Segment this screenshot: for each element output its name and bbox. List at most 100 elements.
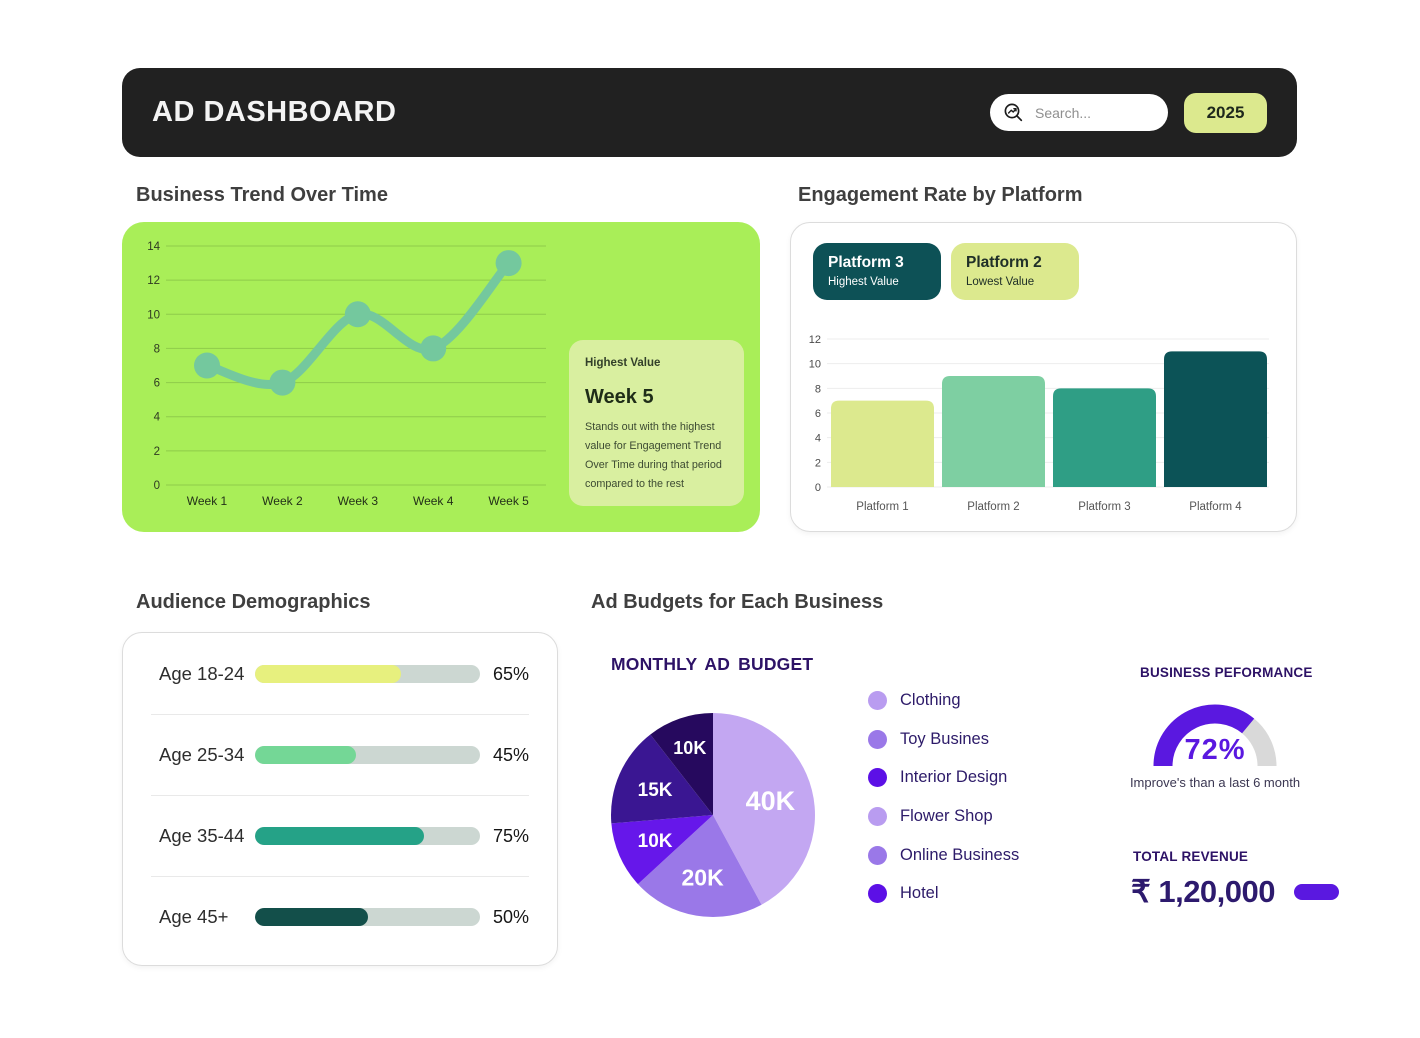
pie-title: MONTHLY AD BUDGET xyxy=(611,654,814,674)
axis-tick-label: 10 xyxy=(147,309,160,321)
axis-tick-label: Week 5 xyxy=(488,494,529,508)
data-point-marker xyxy=(269,369,296,396)
callout-label: Highest Value xyxy=(585,357,661,369)
pie-legend: Clothing Toy Busines Interior Design Flower… xyxy=(868,681,1019,913)
axis-tick-label: Week 2 xyxy=(262,494,303,508)
demo-row-age-35-44: Age 35-44 75% xyxy=(151,795,529,876)
bar-platform-1 xyxy=(831,400,934,487)
gauge-value: 72% xyxy=(1184,734,1246,766)
search-box[interactable] xyxy=(990,94,1168,131)
legend-item-toy-busines: Toy Busines xyxy=(868,720,1019,759)
axis-tick-label: Week 3 xyxy=(338,494,379,508)
axis-tick-label: 12 xyxy=(147,275,160,287)
ad-budgets-title: Ad Budgets for Each Business xyxy=(591,591,884,613)
axis-tick-label: 0 xyxy=(154,480,160,492)
performance-title: BUSINESS PEFORMANCE xyxy=(1140,665,1313,680)
axis-tick-label: Platform 4 xyxy=(1189,501,1242,513)
legend-item-clothing: Clothing xyxy=(868,681,1019,720)
axis-tick-label: 8 xyxy=(815,383,821,395)
demo-percent: 75% xyxy=(492,825,529,846)
demo-track xyxy=(255,665,480,683)
demo-fill xyxy=(255,665,402,683)
pie-slice-label: 40K xyxy=(746,786,796,816)
axis-tick-label: 14 xyxy=(147,241,160,253)
legend-label: Online Business xyxy=(900,845,1020,864)
legend-dot xyxy=(868,690,887,710)
badge-platform2-lowest: Platform 2 Lowest Value xyxy=(951,243,1079,300)
axis-tick-label: Platform 3 xyxy=(1078,501,1130,513)
demo-percent: 65% xyxy=(492,663,529,684)
total-revenue-value: ₹ 1,20,000 xyxy=(1131,874,1276,909)
pie-slice-label: 20K xyxy=(681,864,724,890)
axis-tick-label: 10 xyxy=(809,359,821,371)
search-input[interactable] xyxy=(1033,103,1147,122)
axis-tick-label: 12 xyxy=(809,334,821,346)
demo-fill xyxy=(255,908,368,926)
demo-fill xyxy=(255,827,424,845)
demo-track xyxy=(255,746,480,764)
legend-label: Clothing xyxy=(900,690,961,709)
header: AD DASHBOARD 2025 xyxy=(122,68,1297,157)
demo-label: Age 18-24 xyxy=(159,663,245,684)
badge-title: Platform 3 xyxy=(828,254,904,271)
axis-tick-label: Week 1 xyxy=(187,494,228,508)
total-revenue-label: TOTAL REVENUE xyxy=(1133,849,1249,864)
pie-slice-10k-4 xyxy=(650,713,713,815)
callout-title: Week 5 xyxy=(585,386,654,408)
legend-label: Flower Shop xyxy=(900,806,993,825)
bar-platform-3 xyxy=(1053,388,1156,487)
axis-tick-label: 2 xyxy=(815,457,821,469)
demo-row-age-45+: Age 45+ 50% xyxy=(151,876,529,957)
demo-label: Age 45+ xyxy=(159,906,229,927)
gauge-subtitle: Improve's than a last 6 month xyxy=(1129,775,1301,790)
badge-subtitle: Lowest Value xyxy=(966,276,1035,288)
engagement-title: Engagement Rate by Platform xyxy=(798,184,1083,206)
search-trend-icon xyxy=(1004,103,1023,122)
business-trend-panel: 0 2 4 6 8 10 12 14 Week 1 Week 2 Week 3 Week 4 Week … xyxy=(122,222,760,532)
legend-item-interior-design: Interior Design xyxy=(868,758,1019,797)
data-point-marker xyxy=(420,335,447,362)
axis-tick-label: 6 xyxy=(154,378,160,390)
legend-dot xyxy=(868,845,887,865)
data-point-marker xyxy=(344,301,371,328)
badge-title: Platform 2 xyxy=(966,254,1042,271)
year-button[interactable]: 2025 xyxy=(1184,92,1267,133)
engagement-panel: Platform 3 Highest Value Platform 2 Lowe… xyxy=(790,222,1297,532)
axis-tick-label: 4 xyxy=(815,433,821,445)
axis-tick-label: Platform 2 xyxy=(967,501,1019,513)
line-chart: 0 2 4 6 8 10 12 14 Week 1 Week 2 Week 3 Week 4 Week … xyxy=(147,241,546,508)
performance-gauge xyxy=(1153,704,1277,767)
total-revenue-row: ₹ 1,20,000 xyxy=(1131,874,1340,910)
legend-dot xyxy=(868,729,887,749)
demo-label: Age 25-34 xyxy=(159,744,245,765)
pie-slice-10k-2 xyxy=(611,815,713,885)
pie-slice-label: 15K xyxy=(638,780,673,801)
demographics-rows: Age 18-24 65% Age 25-34 45% Age 35-44 75% Age … xyxy=(123,634,557,957)
callout-body: Stands out with the highest value for En… xyxy=(585,421,722,490)
legend-item-online-business: Online Business xyxy=(868,836,1019,875)
legend-dot xyxy=(868,768,887,788)
business-trend-title: Business Trend Over Time xyxy=(136,184,388,206)
demo-row-age-18-24: Age 18-24 65% xyxy=(151,634,529,714)
legend-dot xyxy=(868,806,887,826)
demographics-title: Audience Demographics xyxy=(136,591,371,613)
bar-chart: 0 2 4 6 8 10 12 Platform 1 Platform 2 Platform 3 P… xyxy=(809,334,1269,513)
demo-percent: 50% xyxy=(492,906,529,927)
legend-dot xyxy=(868,884,887,904)
data-point-marker xyxy=(194,352,220,379)
revenue-pill xyxy=(1294,884,1340,900)
axis-tick-label: Week 4 xyxy=(413,494,454,508)
axis-tick-label: Platform 1 xyxy=(856,501,908,513)
axis-tick-label: 8 xyxy=(154,343,160,355)
demographics-panel: Age 18-24 65% Age 25-34 45% Age 35-44 75% Age … xyxy=(122,632,558,966)
data-point-marker xyxy=(495,250,522,277)
demo-track xyxy=(255,827,480,845)
axis-tick-label: 4 xyxy=(154,412,161,424)
demo-track xyxy=(255,908,480,926)
demo-row-age-25-34: Age 25-34 45% xyxy=(151,714,529,795)
legend-label: Interior Design xyxy=(900,768,1008,787)
pie-chart: 40K 20K 10K 15K 10K xyxy=(611,713,815,917)
highest-value-callout: Highest Value Week 5 Stands out with the… xyxy=(569,340,744,506)
gauge-fill xyxy=(1153,704,1255,767)
